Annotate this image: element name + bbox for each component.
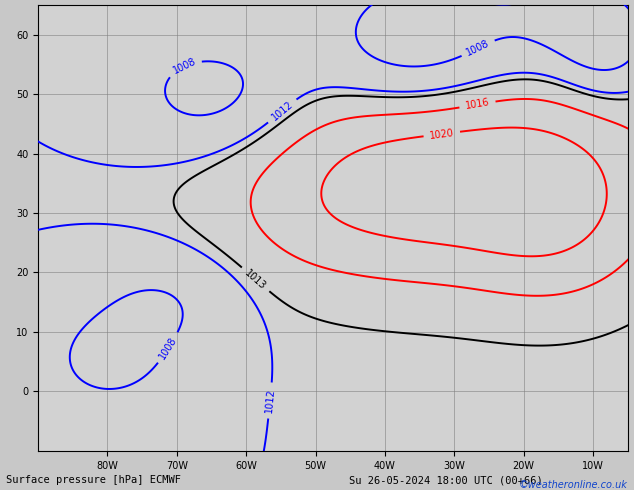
Text: 1013: 1013: [243, 268, 268, 291]
Text: 1012: 1012: [264, 388, 276, 413]
Text: 1020: 1020: [429, 127, 455, 141]
Text: Su 26-05-2024 18:00 UTC (00+66): Su 26-05-2024 18:00 UTC (00+66): [349, 475, 543, 485]
Text: 1008: 1008: [171, 56, 197, 76]
Text: 1008: 1008: [465, 38, 491, 58]
Text: Surface pressure [hPa] ECMWF: Surface pressure [hPa] ECMWF: [6, 475, 181, 485]
Text: 1016: 1016: [465, 98, 490, 111]
Text: 1008: 1008: [158, 335, 179, 361]
Text: 1012: 1012: [269, 99, 295, 122]
Text: ©weatheronline.co.uk: ©weatheronline.co.uk: [519, 480, 628, 490]
